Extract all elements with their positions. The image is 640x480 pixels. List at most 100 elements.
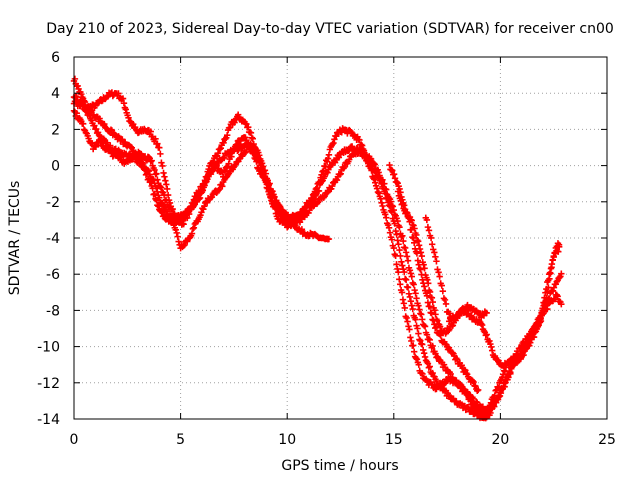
data-point (325, 151, 333, 159)
y-axis-label: SDTVAR / TECUs (7, 181, 23, 296)
data-point (337, 170, 344, 178)
data-point (473, 399, 481, 406)
data-point (217, 144, 225, 152)
data-point (399, 262, 406, 269)
data-point (403, 253, 411, 260)
data-point (196, 188, 203, 196)
data-point (401, 206, 409, 213)
data-point (152, 135, 159, 143)
data-point (377, 195, 384, 203)
data-point (418, 311, 425, 318)
data-point (539, 307, 546, 314)
data-point (546, 275, 553, 283)
data-point (410, 222, 417, 229)
data-point (441, 364, 449, 371)
data-point (417, 266, 424, 273)
data-point (180, 221, 187, 228)
data-point (92, 143, 100, 151)
data-point (436, 273, 443, 280)
data-point (125, 114, 132, 122)
data-point (333, 176, 341, 184)
data-point (400, 300, 408, 307)
data-point (417, 310, 424, 317)
data-point (537, 317, 545, 325)
data-point (551, 249, 558, 256)
data-point (413, 250, 421, 257)
data-point (395, 268, 402, 276)
data-point (275, 202, 283, 209)
chart-title: Day 210 of 2023, Sidereal Day-to-day VTE… (46, 21, 614, 37)
data-point (404, 318, 411, 325)
data-point (388, 236, 396, 243)
data-point (558, 300, 565, 308)
data-point (428, 241, 436, 248)
data-point (383, 214, 390, 221)
data-point (73, 109, 80, 117)
x-tick-label: 20 (491, 432, 509, 448)
data-point (407, 270, 415, 277)
data-point (550, 284, 558, 291)
data-point (148, 157, 155, 164)
data-point (101, 120, 108, 128)
data-point (189, 200, 197, 207)
data-point (226, 124, 234, 131)
grid (74, 57, 607, 419)
data-point (219, 183, 226, 190)
data-point (265, 181, 272, 189)
data-point (157, 150, 164, 158)
data-point (423, 292, 431, 300)
data-point (220, 139, 227, 147)
data-point (190, 224, 198, 232)
data-point (173, 229, 180, 237)
data-point (382, 211, 389, 218)
data-point (259, 167, 267, 175)
data-point (470, 378, 477, 386)
data-point (247, 129, 255, 137)
series-arc5 (394, 188, 563, 369)
data-point (325, 235, 333, 243)
data-point (122, 106, 129, 113)
data-point (435, 269, 442, 276)
data-point (544, 289, 551, 296)
data-point (408, 302, 416, 309)
data-point (245, 124, 252, 131)
data-point (166, 207, 174, 215)
data-point (433, 258, 440, 265)
data-point (165, 203, 173, 211)
data-point (418, 252, 426, 260)
data-point (553, 291, 560, 299)
data-point (192, 195, 199, 202)
data-point (412, 290, 419, 297)
data-point (406, 267, 414, 274)
series-arc8 (446, 301, 490, 325)
data-point (147, 128, 154, 135)
data-point (483, 309, 490, 317)
data-point (97, 139, 104, 146)
data-point (436, 323, 444, 330)
data-point (358, 141, 365, 148)
data-point (536, 319, 544, 326)
data-point (144, 166, 152, 174)
data-point (222, 135, 229, 142)
data-point (426, 336, 434, 344)
data-point (151, 166, 158, 174)
data-point (158, 159, 165, 166)
data-point (214, 149, 222, 157)
data-point (169, 218, 177, 226)
data-point (390, 244, 397, 252)
data-point (429, 342, 436, 350)
data-point (437, 332, 444, 339)
data-point (389, 203, 397, 210)
data-point (486, 337, 493, 345)
data-point (412, 316, 419, 323)
data-point (374, 188, 382, 196)
data-point (555, 248, 562, 255)
data-point (398, 233, 405, 241)
data-point (415, 302, 422, 309)
data-point (387, 198, 395, 205)
x-tick-label: 10 (278, 432, 296, 448)
data-point (464, 404, 471, 411)
data-point (491, 352, 499, 360)
data-point (271, 193, 278, 200)
data-point (507, 370, 514, 377)
